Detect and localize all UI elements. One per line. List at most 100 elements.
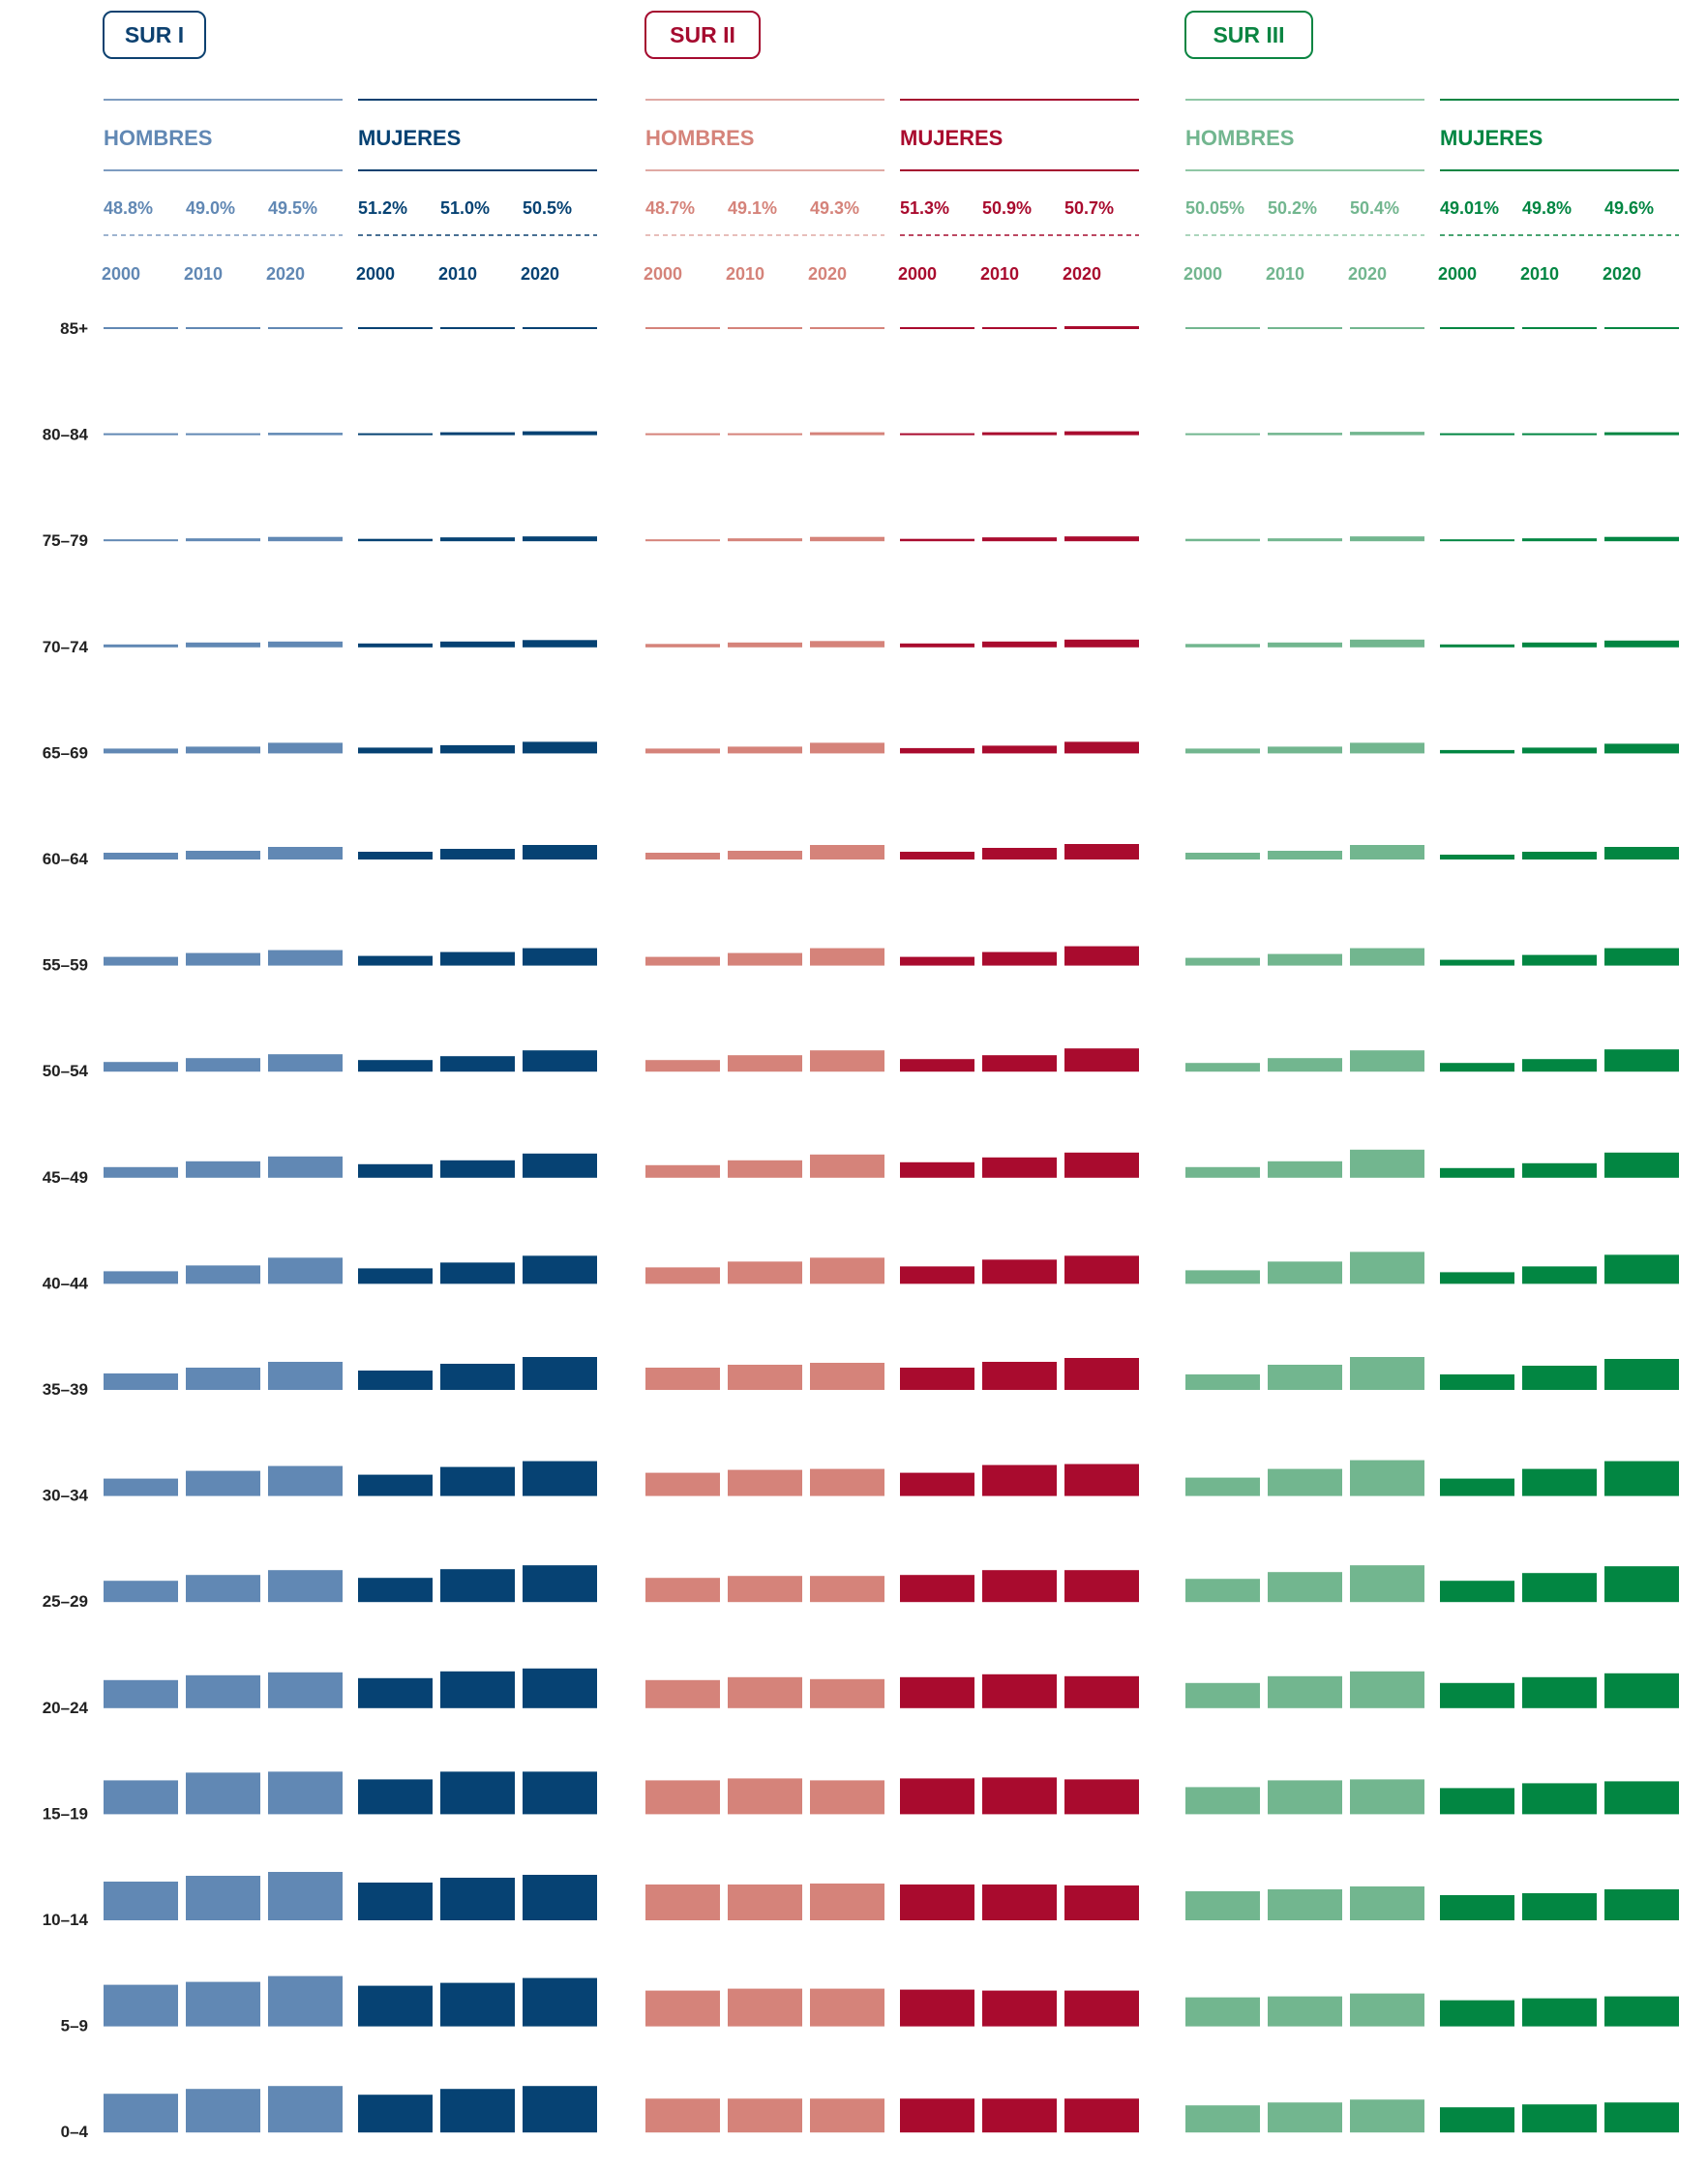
women-year-2020-sur-i: 2020 <box>521 264 559 284</box>
bar-sur-iii-women-60-64-2020 <box>1604 847 1679 859</box>
region-title-box-sur-i <box>103 11 206 59</box>
bar-sur-iii-men-0-4-2010 <box>1268 2102 1342 2133</box>
bar-sur-ii-women-70-74-2010 <box>982 641 1057 648</box>
bar-sur-iii-women-30-34-2010 <box>1522 1468 1597 1496</box>
men-year-2020-sur-i: 2020 <box>266 264 305 284</box>
bar-sur-ii-men-45-49-2000 <box>645 1164 720 1178</box>
bar-sur-iii-women-60-64-2010 <box>1522 852 1597 859</box>
bar-sur-iii-women-45-49-2010 <box>1522 1162 1597 1178</box>
bar-sur-ii-men-25-29-2010 <box>728 1576 802 1603</box>
bar-sur-i-women-15-19-2010 <box>440 1771 515 1815</box>
bar-sur-ii-women-50-54-2020 <box>1064 1048 1139 1072</box>
women-share-2000-sur-iii: 49.01% <box>1440 198 1499 218</box>
men-share-2020-sur-ii: 49.3% <box>810 198 859 218</box>
bar-sur-iii-women-70-74-2000 <box>1440 644 1514 648</box>
bar-sur-ii-men-65-69-2000 <box>645 748 720 754</box>
bar-sur-ii-men-15-19-2020 <box>810 1780 884 1815</box>
bar-sur-i-men-70-74-2020 <box>268 641 343 648</box>
bar-sur-ii-women-50-54-2010 <box>982 1055 1057 1072</box>
bar-sur-i-women-60-64-2020 <box>523 845 597 859</box>
women-year-2010-sur-iii: 2010 <box>1520 264 1559 284</box>
bar-sur-i-women-10-14-2010 <box>440 1878 515 1920</box>
bar-sur-i-men-35-39-2020 <box>268 1362 343 1390</box>
bar-sur-iii-men-15-19-2000 <box>1185 1787 1260 1815</box>
bar-sur-iii-men-60-64-2020 <box>1350 845 1424 859</box>
women-share-2000-sur-i: 51.2% <box>358 198 407 218</box>
age-label-80-84: 80–84 <box>43 426 89 444</box>
bar-sur-iii-men-60-64-2000 <box>1185 853 1260 859</box>
bar-sur-iii-men-5-9-2000 <box>1185 1997 1260 2027</box>
bar-sur-iii-men-80-84-2010 <box>1268 433 1342 436</box>
bar-sur-i-men-40-44-2000 <box>104 1271 178 1284</box>
bar-sur-i-women-45-49-2000 <box>358 1163 433 1178</box>
bar-sur-iii-women-85-2020 <box>1604 327 1679 329</box>
bar-sur-i-men-75-79-2000 <box>104 539 178 542</box>
men-year-2000-sur-i: 2000 <box>102 264 140 284</box>
bar-sur-iii-women-5-9-2020 <box>1604 1996 1679 2027</box>
bar-sur-iii-men-15-19-2010 <box>1268 1780 1342 1815</box>
bar-sur-i-women-75-79-2010 <box>440 537 515 542</box>
bar-sur-ii-men-10-14-2000 <box>645 1885 720 1920</box>
bar-sur-iii-men-20-24-2020 <box>1350 1671 1424 1708</box>
bar-sur-iii-women-0-4-2020 <box>1604 2102 1679 2133</box>
bar-sur-i-men-25-29-2020 <box>268 1570 343 1603</box>
bar-sur-i-men-55-59-2000 <box>104 956 178 966</box>
bar-sur-iii-men-85-2010 <box>1268 327 1342 329</box>
bar-sur-iii-women-5-9-2000 <box>1440 2000 1514 2027</box>
bar-sur-iii-women-0-4-2010 <box>1522 2104 1597 2133</box>
bar-sur-i-women-80-84-2010 <box>440 432 515 436</box>
bar-sur-iii-women-35-39-2000 <box>1440 1374 1514 1390</box>
bar-sur-iii-men-20-24-2010 <box>1268 1675 1342 1708</box>
bar-sur-i-men-45-49-2020 <box>268 1156 343 1178</box>
men-share-2010-sur-iii: 50.2% <box>1268 198 1317 218</box>
bar-sur-i-men-80-84-2000 <box>104 433 178 436</box>
bar-sur-ii-men-10-14-2020 <box>810 1884 884 1920</box>
bar-sur-ii-women-30-34-2010 <box>982 1464 1057 1496</box>
bar-sur-i-men-55-59-2010 <box>186 952 260 966</box>
women-year-2020-sur-ii: 2020 <box>1063 264 1101 284</box>
bar-sur-ii-women-35-39-2020 <box>1064 1358 1139 1390</box>
bar-sur-i-women-25-29-2020 <box>523 1565 597 1603</box>
bar-sur-iii-women-20-24-2010 <box>1522 1676 1597 1708</box>
bar-sur-iii-men-70-74-2000 <box>1185 644 1260 648</box>
bar-sur-i-women-20-24-2020 <box>523 1668 597 1708</box>
men-share-2000-sur-iii: 50.05% <box>1185 198 1244 218</box>
bar-sur-ii-women-30-34-2000 <box>900 1472 974 1496</box>
bar-sur-i-men-75-79-2010 <box>186 538 260 542</box>
bar-sur-i-women-70-74-2000 <box>358 643 433 648</box>
bar-sur-i-women-35-39-2000 <box>358 1371 433 1390</box>
bar-sur-i-women-75-79-2020 <box>523 536 597 542</box>
bar-sur-ii-men-85-2020 <box>810 327 884 329</box>
bar-sur-iii-women-10-14-2000 <box>1440 1895 1514 1920</box>
bar-sur-ii-women-10-14-2020 <box>1064 1885 1139 1920</box>
bar-sur-iii-men-55-59-2020 <box>1350 948 1424 966</box>
bar-sur-ii-women-30-34-2020 <box>1064 1463 1139 1496</box>
bar-sur-ii-men-30-34-2010 <box>728 1469 802 1496</box>
bar-sur-iii-women-5-9-2010 <box>1522 1998 1597 2027</box>
bar-sur-iii-men-30-34-2010 <box>1268 1468 1342 1496</box>
bar-sur-iii-men-60-64-2010 <box>1268 851 1342 859</box>
bar-sur-i-men-75-79-2020 <box>268 536 343 542</box>
bar-sur-ii-men-50-54-2000 <box>645 1060 720 1072</box>
bar-sur-iii-men-65-69-2000 <box>1185 748 1260 754</box>
bar-sur-i-women-0-4-2010 <box>440 2089 515 2133</box>
bar-sur-ii-women-50-54-2000 <box>900 1059 974 1072</box>
bar-sur-i-women-50-54-2010 <box>440 1056 515 1072</box>
bar-sur-ii-women-5-9-2010 <box>982 1990 1057 2027</box>
bar-sur-ii-men-0-4-2010 <box>728 2098 802 2133</box>
bar-sur-ii-women-65-69-2020 <box>1064 741 1139 754</box>
age-label-60-64: 60–64 <box>43 850 89 868</box>
bar-sur-i-women-70-74-2020 <box>523 640 597 648</box>
bar-sur-i-men-5-9-2000 <box>104 1984 178 2027</box>
men-header-sur-ii: HOMBRES <box>645 126 754 150</box>
bar-sur-iii-men-10-14-2020 <box>1350 1886 1424 1920</box>
bar-sur-ii-men-75-79-2020 <box>810 536 884 542</box>
bar-sur-iii-men-55-59-2010 <box>1268 953 1342 966</box>
bar-sur-i-men-20-24-2000 <box>104 1679 178 1708</box>
bar-sur-iii-men-15-19-2020 <box>1350 1779 1424 1815</box>
bar-sur-iii-men-30-34-2000 <box>1185 1477 1260 1496</box>
bar-sur-iii-women-80-84-2000 <box>1440 433 1514 436</box>
women-header-sur-iii: MUJERES <box>1440 126 1543 150</box>
bar-sur-ii-women-35-39-2000 <box>900 1368 974 1390</box>
